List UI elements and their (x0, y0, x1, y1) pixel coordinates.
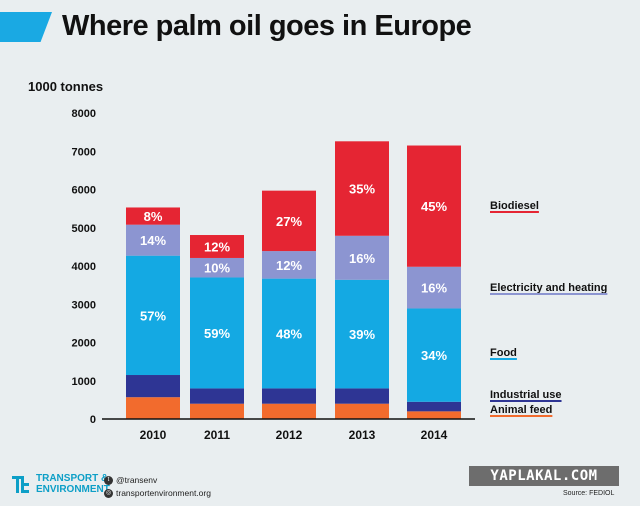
source-note: Source: FEDIOL (563, 490, 615, 497)
legend-label: Electricity and heating (490, 282, 607, 294)
bar-segment-food-2012 (262, 278, 316, 389)
x-tick-label: 2011 (204, 428, 230, 442)
y-tick-label: 8000 (72, 108, 96, 120)
bar-segment-electricity-and-heating-2013 (335, 235, 389, 280)
twitter-icon: t (104, 476, 113, 485)
y-tick-label: 7000 (72, 146, 96, 158)
bar-segment-biodiesel-2011 (190, 235, 244, 258)
org-name-line1: TRANSPORT & (36, 473, 109, 484)
bar-segment-electricity-and-heating-2011 (190, 257, 244, 278)
y-tick-label: 3000 (72, 299, 96, 311)
legend-label: Animal feed (490, 404, 552, 416)
bar-segment-food-2013 (335, 279, 389, 389)
data-label: 48% (276, 327, 302, 342)
data-label: 39% (349, 327, 375, 342)
bar-segment-animal-feed-2014 (407, 411, 461, 419)
data-label: 14% (140, 233, 166, 248)
org-name: TRANSPORT & ENVIRONMENT (36, 473, 110, 495)
te-logo-icon (12, 474, 30, 494)
bar-segment-industrial-use-2012 (262, 388, 316, 404)
data-label: 35% (349, 182, 375, 197)
bar-segment-animal-feed-2010 (126, 397, 180, 419)
data-label: 12% (204, 239, 230, 254)
data-label: 16% (349, 251, 375, 266)
bar-segment-food-2010 (126, 255, 180, 376)
data-label: 12% (276, 258, 302, 273)
social-links: t @transenv ◎ transportenvironment.org (104, 474, 211, 500)
y-tick-label: 1000 (72, 376, 96, 388)
bar-segment-industrial-use-2011 (190, 388, 244, 404)
y-axis-label: 1000 tonnes (28, 79, 103, 94)
bar-segment-industrial-use-2014 (407, 401, 461, 412)
bar-segment-animal-feed-2012 (262, 403, 316, 419)
org-name-line2: ENVIRONMENT (36, 484, 110, 495)
legend-label: Industrial use (490, 389, 562, 401)
x-tick-label: 2010 (140, 428, 167, 442)
bar-segment-animal-feed-2013 (335, 403, 389, 419)
data-label: 34% (421, 348, 447, 363)
bar-segment-biodiesel-2012 (262, 190, 316, 252)
y-tick-label: 0 (90, 414, 96, 426)
org-logo: TRANSPORT & ENVIRONMENT (12, 473, 110, 495)
bar-segment-biodiesel-2014 (407, 145, 461, 267)
legend-label: Food (490, 347, 517, 359)
bar-segment-industrial-use-2013 (335, 388, 389, 404)
bar-segment-food-2011 (190, 277, 244, 389)
page-title: Where palm oil goes in Europe (62, 10, 472, 42)
y-tick-label: 5000 (72, 223, 96, 235)
data-label: 8% (144, 209, 163, 224)
y-tick-label: 2000 (72, 338, 96, 350)
data-label: 16% (421, 281, 447, 296)
watermark: YAPLAKAL.COM (469, 466, 619, 486)
data-label: 59% (204, 326, 230, 341)
bar-segment-electricity-and-heating-2014 (407, 266, 461, 309)
bar-segment-biodiesel-2013 (335, 141, 389, 236)
bar-segment-biodiesel-2010 (126, 207, 180, 225)
data-label: 27% (276, 214, 302, 229)
y-tick-label: 4000 (72, 261, 96, 273)
data-label: 10% (204, 261, 230, 276)
bar-segment-industrial-use-2010 (126, 375, 180, 398)
website-link[interactable]: transportenvironment.org (116, 488, 211, 498)
y-tick-label: 6000 (72, 185, 96, 197)
x-tick-label: 2014 (421, 428, 448, 442)
x-tick-label: 2013 (349, 428, 376, 442)
bar-segment-food-2014 (407, 308, 461, 402)
x-tick-label: 2012 (276, 428, 303, 442)
data-label: 45% (421, 199, 447, 214)
legend-label: Biodiesel (490, 200, 539, 212)
data-label: 57% (140, 308, 166, 323)
bar-segment-electricity-and-heating-2012 (262, 251, 316, 279)
bar-segment-electricity-and-heating-2010 (126, 224, 180, 256)
bar-segment-animal-feed-2011 (190, 403, 244, 419)
globe-icon: ◎ (104, 489, 113, 498)
twitter-handle[interactable]: @transenv (116, 475, 158, 485)
